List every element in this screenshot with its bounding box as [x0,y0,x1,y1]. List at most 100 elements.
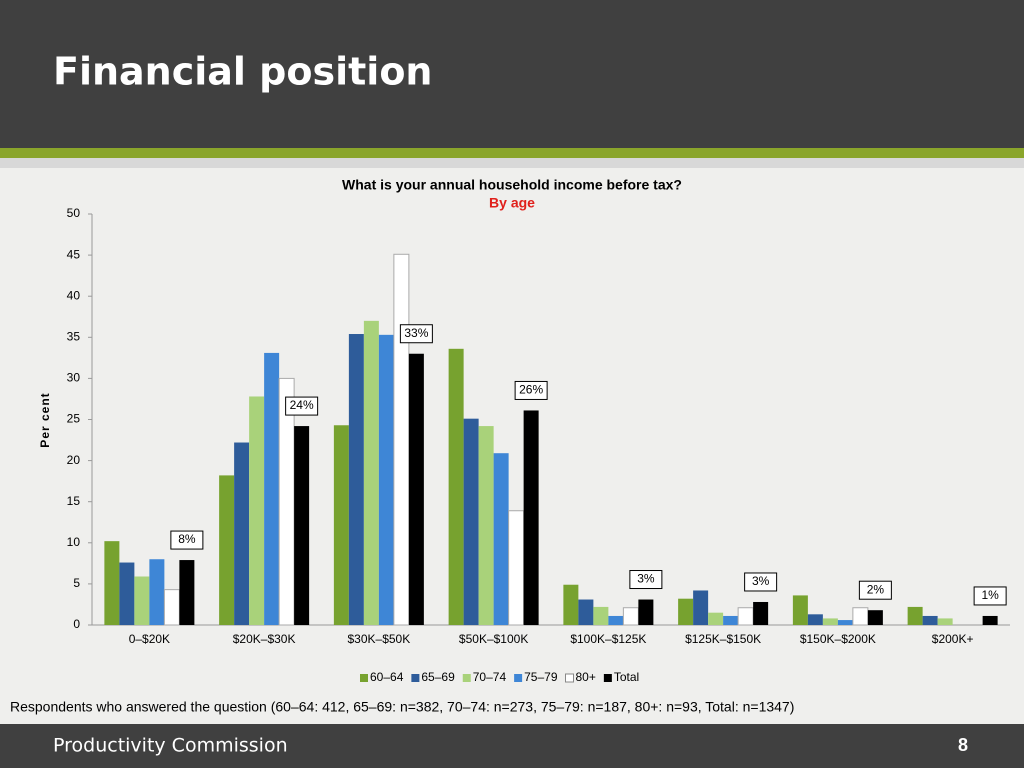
y-tick-label: 45 [67,247,81,261]
bar [348,334,364,625]
bar [678,598,694,625]
bar [493,453,509,625]
bar [249,396,265,625]
content-area [0,168,1024,724]
value-label: 24% [290,398,314,412]
bar [622,607,639,626]
slide-title: Financial position [53,50,432,94]
legend-label: 75–79 [524,670,558,684]
page-number: 8 [958,735,968,755]
bar [478,426,494,625]
y-tick-label: 0 [73,617,80,631]
bar [608,615,624,625]
value-label: 3% [637,572,655,586]
bar [463,418,479,625]
bar [852,607,869,626]
bar [693,590,709,625]
y-tick-label: 40 [67,288,81,302]
bar [563,584,579,625]
bar [163,589,180,626]
value-label-box [514,380,548,400]
bar [807,614,823,625]
chart-subtitle: By age [489,195,535,211]
bar [867,610,883,625]
x-tick-label: $125K–$150K [685,632,761,646]
legend-label: 65–69 [421,670,455,684]
bar [378,334,394,625]
bar [119,562,135,625]
legend-swatch [514,674,523,682]
bar [234,442,250,625]
bar [737,607,754,626]
bar [578,599,594,625]
bar [792,595,808,625]
value-label: 8% [178,532,196,546]
bar [907,606,923,625]
bar [219,475,235,625]
bar [723,615,739,625]
legend-swatch [603,674,612,682]
value-label: 33% [404,326,428,340]
value-label: 26% [519,383,543,397]
bar [294,426,310,625]
x-tick-label: 0–$20K [129,632,170,646]
legend-label: 60–64 [370,670,404,684]
y-tick-label: 15 [67,494,81,508]
footer-band [0,724,1024,768]
bar [937,618,953,625]
value-label: 3% [752,574,770,588]
bar [708,612,724,625]
x-tick-label: $20K–$30K [233,632,296,646]
bar [753,601,769,625]
y-tick-label: 20 [67,453,81,467]
y-tick-label: 10 [67,535,81,549]
bar [448,348,464,625]
bar [264,352,280,625]
legend-swatch [565,673,574,683]
bar [134,576,150,625]
bar [837,620,853,625]
y-tick-label: 25 [67,412,81,426]
x-tick-label: $150K–$200K [800,632,876,646]
footer-text: Productivity Commission [53,735,288,757]
x-tick-label: $50K–$100K [459,632,528,646]
x-tick-label: $100K–$125K [570,632,646,646]
chart-title: What is your annual household income bef… [342,177,682,193]
y-tick-label: 35 [67,329,81,343]
bar [179,560,195,625]
bar [104,541,120,625]
y-axis-label: Per cent [38,392,52,447]
value-label-box [629,570,663,590]
legend-label: Total [614,670,639,684]
accent-strip [0,148,1024,158]
accent-shadow [0,158,1024,168]
header-band [0,0,1024,148]
y-tick-label: 30 [67,371,81,385]
value-label-box [973,586,1007,606]
value-label-box [399,324,433,344]
legend-label: 80+ [576,670,596,684]
bar [408,353,424,625]
bar [922,615,938,625]
bar [593,606,609,625]
legend-label: 70–74 [473,670,507,684]
value-label: 1% [981,588,999,602]
legend-swatch [462,674,471,682]
bar [523,410,539,625]
bar [982,615,998,625]
bar [822,618,838,625]
legend-swatch [411,674,420,682]
bar [393,253,410,626]
note: Respondents who answered the question (6… [10,699,794,715]
legend-swatch [360,674,368,682]
bar [638,599,654,625]
bar [149,559,165,625]
value-label: 2% [867,582,885,596]
bar [363,320,379,625]
value-label-box [744,572,778,592]
value-label-box [858,580,892,600]
bar [508,510,525,626]
value-label-box [285,396,319,416]
y-tick-label: 5 [73,576,80,590]
